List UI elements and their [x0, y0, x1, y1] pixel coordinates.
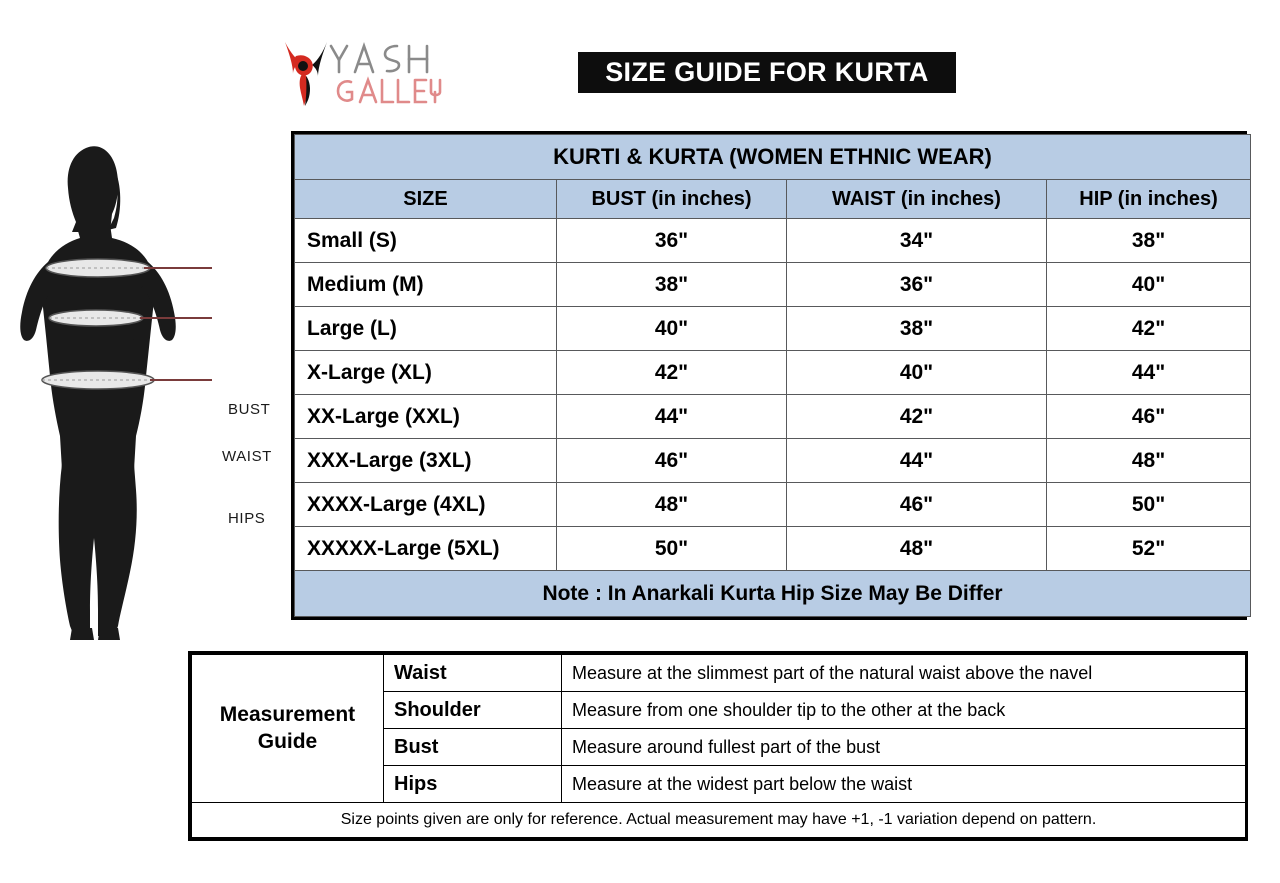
table-title-row: KURTI & KURTA (WOMEN ETHNIC WEAR) [293, 134, 1252, 180]
brand-logo [283, 38, 448, 110]
guide-disclaimer: Size points given are only for reference… [191, 802, 1246, 838]
guide-desc-bust: Measure around fullest part of the bust [561, 728, 1246, 766]
cell-waist: 40" [786, 350, 1047, 395]
female-body-silhouette-icon [20, 146, 212, 640]
guide-row: Measurement Guide Waist Measure at the s… [191, 654, 1246, 803]
cell-waist: 48" [786, 526, 1047, 571]
cell-size: Medium (M) [294, 262, 557, 307]
table-header-row: SIZE BUST (in inches) WAIST (in inches) … [294, 179, 1252, 219]
guide-term-waist: Waist [383, 654, 562, 692]
guide-term-bust: Bust [383, 728, 562, 766]
cell-waist: 42" [786, 394, 1047, 439]
cell-size: XXXX-Large (4XL) [294, 482, 557, 527]
cell-bust: 38" [556, 262, 787, 307]
table-row: Medium (M) 38" 36" 40" [294, 262, 1252, 307]
page-title: SIZE GUIDE FOR KURTA [605, 57, 929, 87]
guide-desc-hips: Measure at the widest part below the wai… [561, 765, 1246, 803]
figure-label-bust: BUST [228, 401, 271, 418]
body-measurement-diagram: BUST WAIST HIPS [14, 140, 286, 640]
cell-size: XXX-Large (3XL) [294, 438, 557, 483]
cell-size: Small (S) [294, 218, 557, 263]
table-note: Note : In Anarkali Kurta Hip Size May Be… [293, 570, 1252, 617]
table-row: XXXX-Large (4XL) 48" 46" 50" [294, 482, 1252, 527]
cell-hip: 40" [1045, 262, 1252, 307]
cell-waist: 44" [786, 438, 1047, 483]
guide-row: Hips Measure at the widest part below th… [192, 765, 1246, 803]
column-header-hip: HIP (in inches) [1045, 179, 1252, 219]
cell-bust: 46" [556, 438, 787, 483]
guide-term-shoulder: Shoulder [383, 691, 562, 729]
cell-hip: 42" [1045, 306, 1252, 351]
yash-gallery-woman-icon [283, 40, 329, 106]
cell-bust: 44" [556, 394, 787, 439]
guide-title: Measurement Guide [191, 654, 384, 803]
cell-waist: 46" [786, 482, 1047, 527]
cell-size: XX-Large (XXL) [294, 394, 557, 439]
cell-hip: 46" [1045, 394, 1252, 439]
page-title-banner: SIZE GUIDE FOR KURTA [578, 52, 956, 93]
guide-row: Bust Measure around fullest part of the … [192, 728, 1246, 766]
table-row: Small (S) 36" 34" 38" [294, 218, 1252, 263]
column-header-waist: WAIST (in inches) [786, 179, 1047, 219]
brand-wordmark [327, 38, 449, 108]
cell-hip: 38" [1045, 218, 1252, 263]
cell-hip: 52" [1045, 526, 1252, 571]
cell-bust: 40" [556, 306, 787, 351]
table-row: XX-Large (XXL) 44" 42" 46" [294, 394, 1252, 439]
cell-hip: 48" [1045, 438, 1252, 483]
column-header-size: SIZE [294, 179, 557, 219]
size-chart-table: KURTI & KURTA (WOMEN ETHNIC WEAR) SIZE B… [291, 131, 1252, 620]
cell-size: X-Large (XL) [294, 350, 557, 395]
cell-bust: 50" [556, 526, 787, 571]
cell-hip: 44" [1045, 350, 1252, 395]
guide-desc-shoulder: Measure from one shoulder tip to the oth… [561, 691, 1246, 729]
table-row: Large (L) 40" 38" 42" [294, 306, 1252, 351]
table-title: KURTI & KURTA (WOMEN ETHNIC WEAR) [293, 134, 1252, 180]
table-row: XXXXX-Large (5XL) 50" 48" 52" [294, 526, 1252, 571]
table-note-row: Note : In Anarkali Kurta Hip Size May Be… [293, 570, 1252, 617]
table-row: X-Large (XL) 42" 40" 44" [294, 350, 1252, 395]
cell-waist: 38" [786, 306, 1047, 351]
cell-waist: 34" [786, 218, 1047, 263]
figure-label-waist: WAIST [222, 448, 272, 465]
column-header-bust: BUST (in inches) [556, 179, 787, 219]
figure-label-hips: HIPS [228, 510, 266, 527]
guide-term-hips: Hips [383, 765, 562, 803]
cell-waist: 36" [786, 262, 1047, 307]
guide-footer-row: Size points given are only for reference… [191, 802, 1246, 838]
table-row: XXX-Large (3XL) 46" 44" 48" [294, 438, 1252, 483]
cell-bust: 42" [556, 350, 787, 395]
cell-bust: 48" [556, 482, 787, 527]
cell-bust: 36" [556, 218, 787, 263]
guide-row: Shoulder Measure from one shoulder tip t… [192, 691, 1246, 729]
cell-size: Large (L) [294, 306, 557, 351]
measurement-guide-table: Measurement Guide Waist Measure at the s… [188, 651, 1248, 841]
guide-desc-waist: Measure at the slimmest part of the natu… [561, 654, 1246, 692]
cell-hip: 50" [1045, 482, 1252, 527]
cell-size: XXXXX-Large (5XL) [294, 526, 557, 571]
